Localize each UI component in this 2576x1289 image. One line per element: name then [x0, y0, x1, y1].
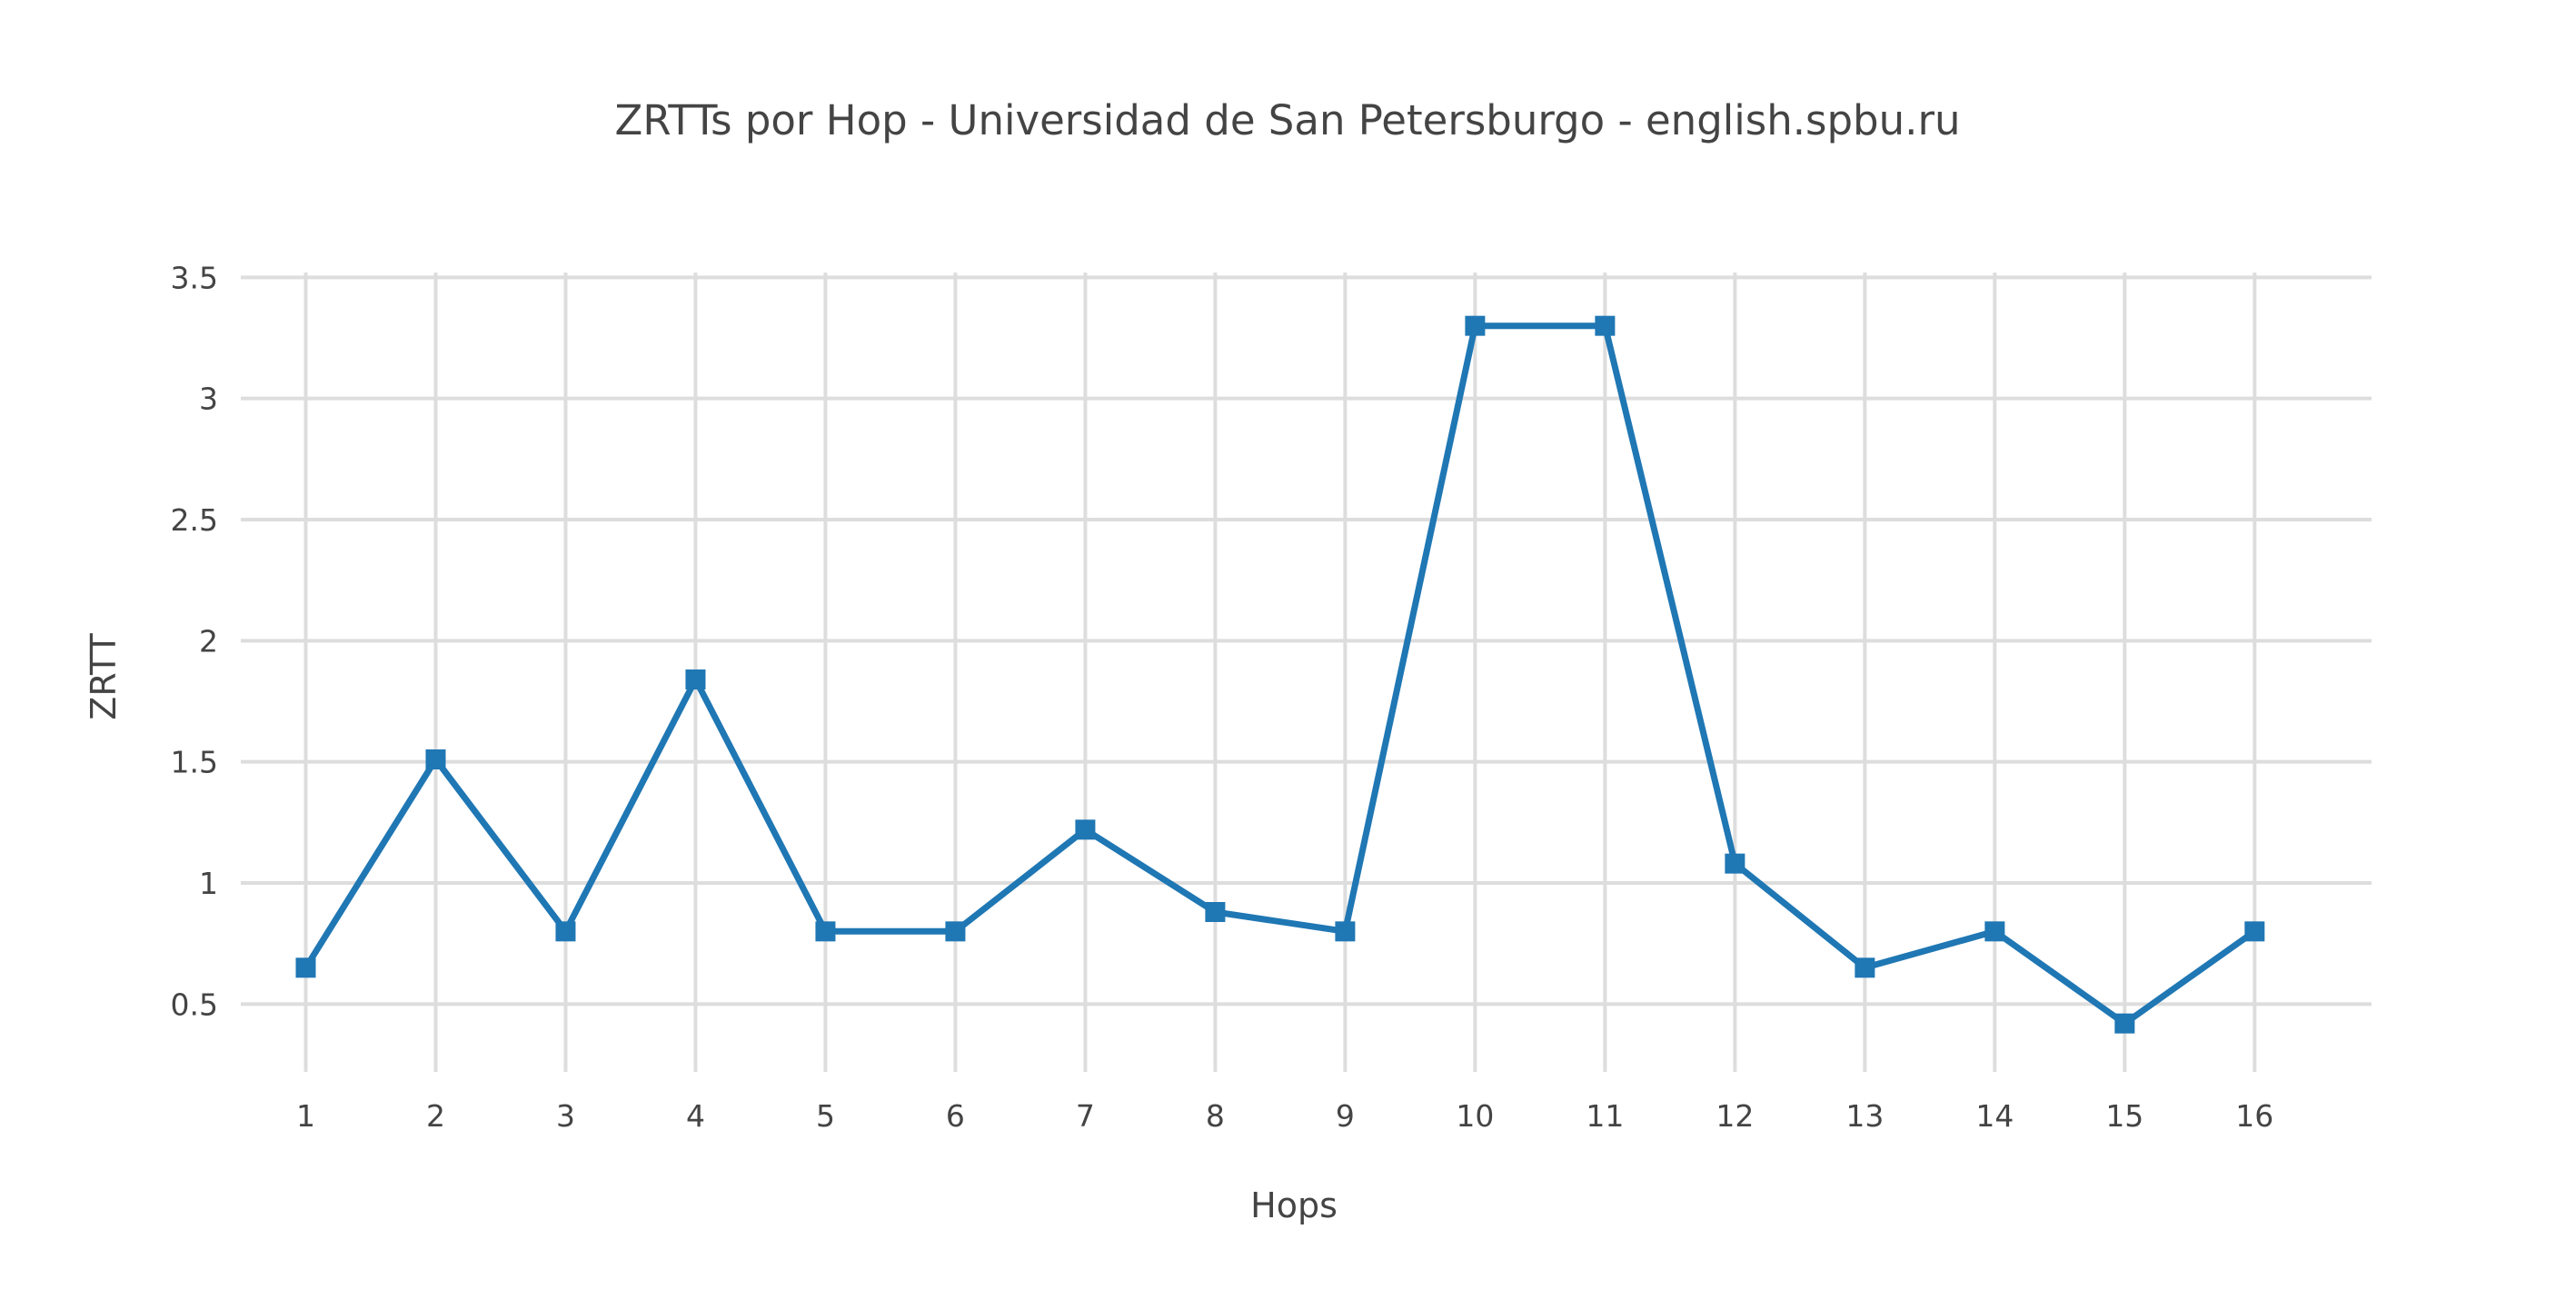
y-axis-tick-labels: 0.5 1 1.5 2 2.5 3 3.5: [171, 260, 218, 1022]
x-tick-label: 12: [1716, 1098, 1754, 1134]
data-point-marker: [1335, 921, 1356, 942]
x-tick-label: 14: [1975, 1098, 2014, 1134]
y-tick-label: 1: [199, 866, 218, 901]
y-tick-label: 3.5: [171, 260, 218, 295]
y-axis-title: ZRTT: [84, 633, 124, 720]
x-axis-title: Hops: [1250, 1185, 1338, 1225]
x-tick-label: 9: [1336, 1098, 1355, 1134]
data-point-marker: [1465, 315, 1486, 336]
x-tick-label: 13: [1845, 1098, 1884, 1134]
y-tick-label: 0.5: [171, 987, 218, 1022]
data-point-marker: [2244, 921, 2265, 942]
x-tick-label: 6: [946, 1098, 965, 1134]
data-point-marker: [945, 921, 966, 942]
y-tick-label: 2.5: [171, 502, 218, 538]
data-point-marker: [1595, 315, 1616, 336]
x-tick-label: 15: [2105, 1098, 2143, 1134]
x-tick-label: 3: [556, 1098, 575, 1134]
data-point-marker: [555, 921, 576, 942]
data-point-marker: [1855, 957, 1875, 978]
data-point-marker: [425, 749, 446, 769]
horizontal-gridlines: [241, 275, 2372, 1006]
series-line: [303, 322, 2257, 1027]
data-point-marker: [685, 669, 706, 689]
x-tick-label: 8: [1206, 1098, 1225, 1134]
chart-title: ZRTTs por Hop - Universidad de San Peter…: [615, 96, 1961, 144]
data-point-marker: [2114, 1013, 2135, 1034]
data-point-marker: [1205, 902, 1226, 922]
x-tick-label: 16: [2235, 1098, 2273, 1134]
data-point-marker: [1725, 853, 1746, 874]
data-point-marker: [1984, 921, 2005, 942]
y-tick-label: 2: [199, 623, 218, 659]
y-tick-label: 3: [199, 382, 218, 417]
data-point-marker: [1075, 819, 1096, 840]
x-tick-label: 2: [426, 1098, 445, 1134]
x-tick-label: 10: [1456, 1098, 1494, 1134]
series-layer: [295, 315, 2265, 1034]
y-tick-label: 1.5: [171, 745, 218, 780]
x-tick-label: 1: [296, 1098, 315, 1134]
x-tick-label: 7: [1076, 1098, 1095, 1134]
x-tick-label: 4: [686, 1098, 705, 1134]
x-axis-tick-labels: 1 2 3 4 5 6 7 8 9 10 11 12 13 14 15 16: [296, 1098, 2273, 1134]
data-point-marker: [295, 957, 316, 978]
vertical-gridlines: [303, 273, 2257, 1072]
data-point-marker: [815, 921, 836, 942]
x-tick-label: 11: [1586, 1098, 1624, 1134]
x-tick-label: 5: [816, 1098, 835, 1134]
